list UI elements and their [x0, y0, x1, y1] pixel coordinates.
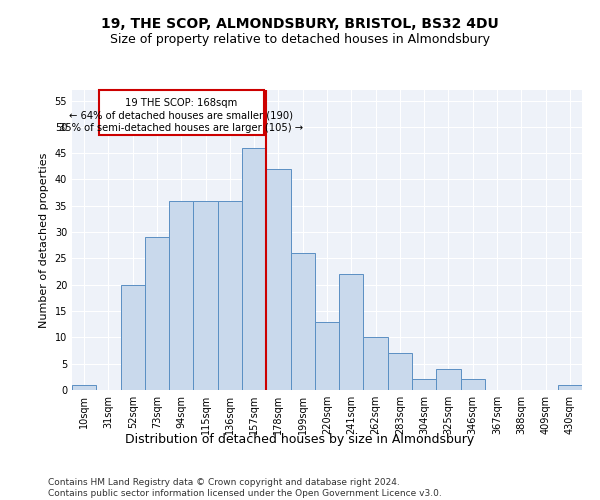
Bar — [558, 384, 582, 390]
Bar — [364, 338, 388, 390]
Text: Size of property relative to detached houses in Almondsbury: Size of property relative to detached ho… — [110, 32, 490, 46]
Text: 19, THE SCOP, ALMONDSBURY, BRISTOL, BS32 4DU: 19, THE SCOP, ALMONDSBURY, BRISTOL, BS32… — [101, 18, 499, 32]
Bar — [72, 384, 96, 390]
Y-axis label: Number of detached properties: Number of detached properties — [39, 152, 49, 328]
Bar — [461, 380, 485, 390]
Bar — [145, 238, 169, 390]
Text: 35% of semi-detached houses are larger (105) →: 35% of semi-detached houses are larger (… — [59, 124, 304, 134]
Bar — [218, 200, 242, 390]
Text: 19 THE SCOP: 168sqm: 19 THE SCOP: 168sqm — [125, 98, 238, 108]
Bar — [436, 369, 461, 390]
Text: Contains HM Land Registry data © Crown copyright and database right 2024.
Contai: Contains HM Land Registry data © Crown c… — [48, 478, 442, 498]
Bar — [388, 353, 412, 390]
Text: Distribution of detached houses by size in Almondsbury: Distribution of detached houses by size … — [125, 432, 475, 446]
Bar — [242, 148, 266, 390]
Bar — [412, 380, 436, 390]
Bar — [290, 253, 315, 390]
Bar — [315, 322, 339, 390]
Bar — [193, 200, 218, 390]
Bar — [339, 274, 364, 390]
Bar — [266, 169, 290, 390]
Text: ← 64% of detached houses are smaller (190): ← 64% of detached houses are smaller (19… — [69, 111, 293, 121]
FancyBboxPatch shape — [99, 90, 264, 134]
Bar — [121, 284, 145, 390]
Bar — [169, 200, 193, 390]
